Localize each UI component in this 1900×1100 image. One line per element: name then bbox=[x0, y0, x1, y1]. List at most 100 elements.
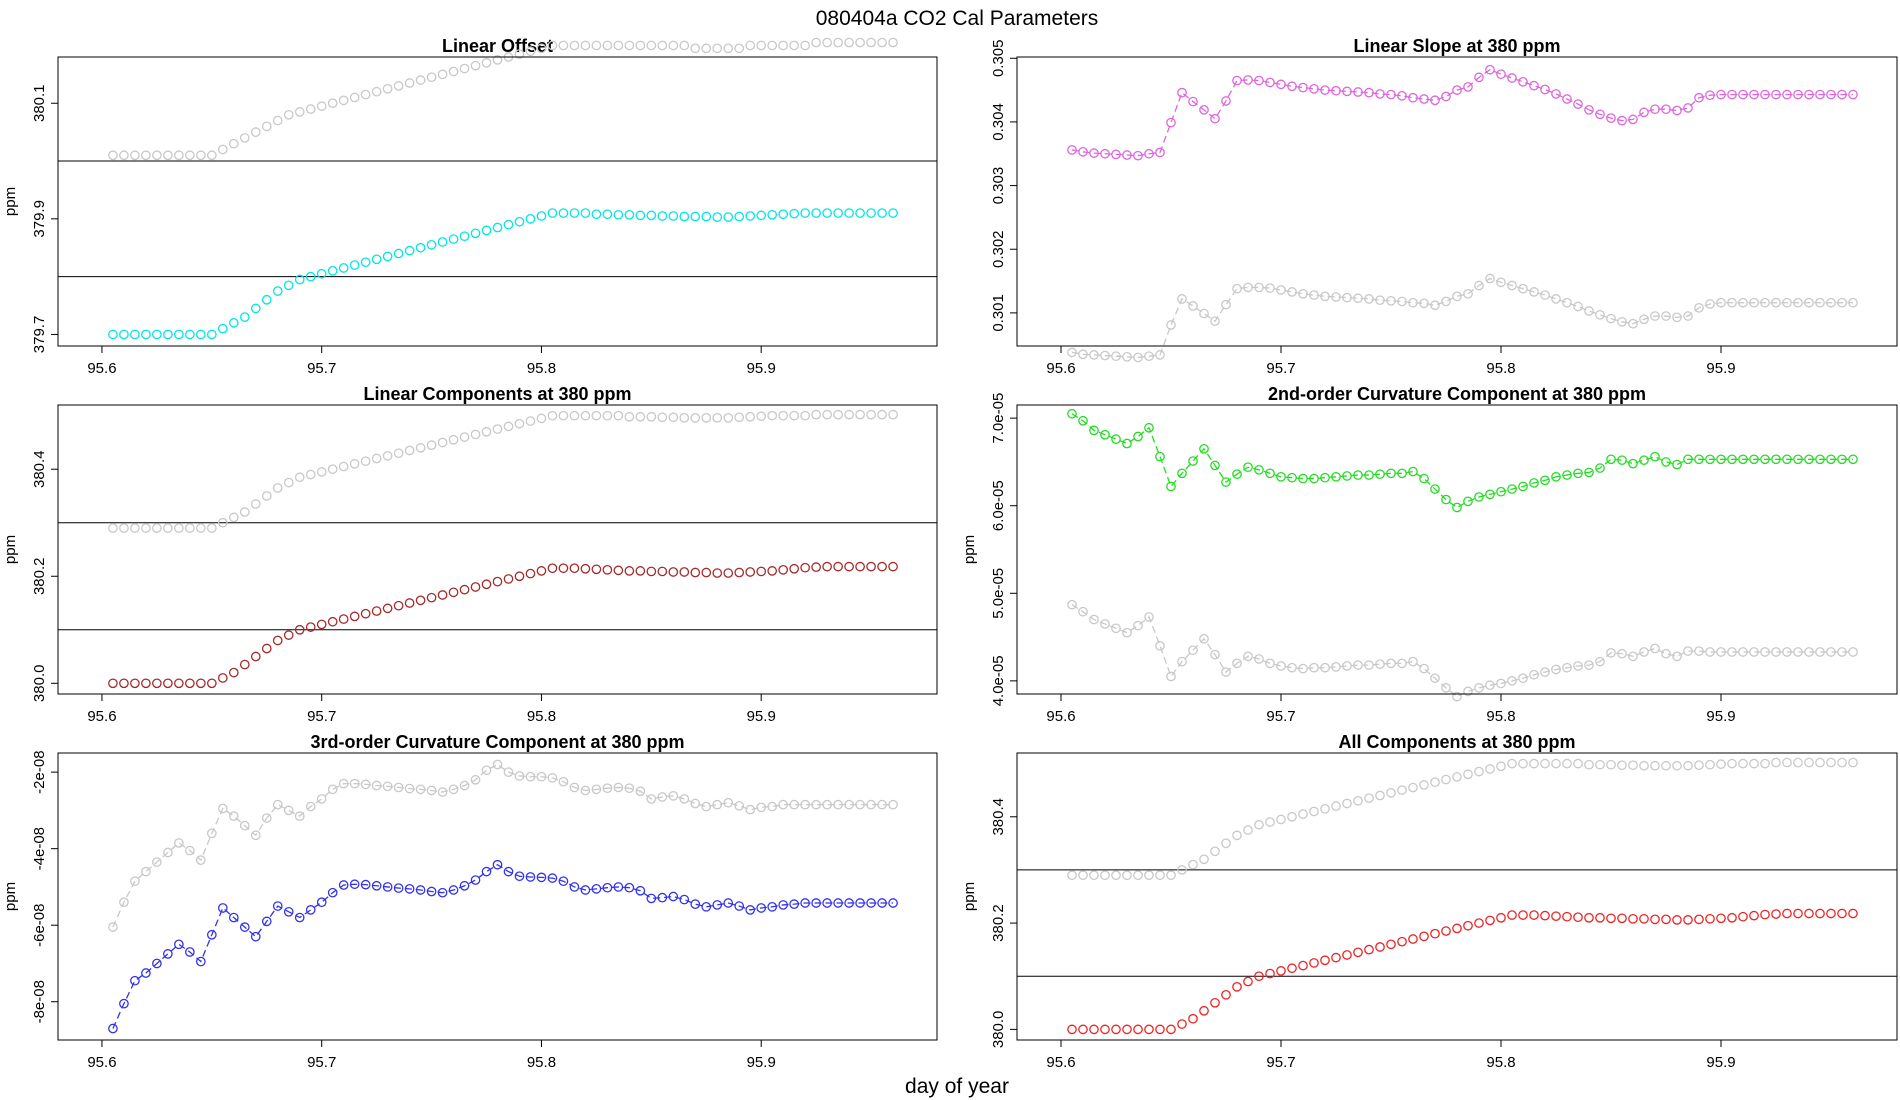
data-point bbox=[1672, 312, 1682, 323]
data-point bbox=[723, 412, 734, 423]
data-point bbox=[1155, 870, 1165, 881]
data-point bbox=[811, 409, 821, 420]
data-point bbox=[1188, 301, 1198, 311]
data-point bbox=[1309, 662, 1319, 673]
data-point bbox=[1562, 94, 1572, 104]
data-point bbox=[1177, 656, 1187, 667]
data-point bbox=[1386, 788, 1396, 798]
data-point bbox=[855, 561, 865, 572]
data-point bbox=[602, 410, 613, 421]
data-point bbox=[1342, 950, 1352, 960]
data-point bbox=[174, 939, 184, 950]
data-point bbox=[855, 409, 865, 420]
data-point bbox=[185, 150, 195, 161]
data-point bbox=[503, 219, 514, 230]
data-point bbox=[371, 453, 382, 464]
data-point bbox=[602, 882, 613, 893]
data-point bbox=[1529, 80, 1539, 91]
data-point bbox=[1287, 472, 1297, 483]
data-point bbox=[1287, 963, 1297, 974]
data-point bbox=[1518, 910, 1528, 920]
x-tick-label: 95.9 bbox=[1706, 360, 1735, 377]
data-point bbox=[712, 568, 723, 578]
data-point bbox=[1551, 758, 1561, 769]
data-point bbox=[613, 40, 624, 51]
data-point bbox=[1133, 150, 1143, 161]
data-point bbox=[1364, 660, 1374, 670]
data-point bbox=[1089, 350, 1099, 360]
data-point bbox=[1793, 647, 1803, 657]
data-point bbox=[404, 78, 415, 88]
data-point bbox=[217, 323, 228, 334]
data-point bbox=[459, 880, 470, 891]
data-point bbox=[163, 523, 173, 533]
data-point bbox=[1155, 350, 1165, 360]
data-point bbox=[1650, 451, 1660, 462]
data-point bbox=[448, 66, 459, 77]
data-point bbox=[1144, 148, 1154, 159]
data-point bbox=[448, 784, 459, 795]
data-point bbox=[1254, 282, 1264, 293]
data-point bbox=[1210, 649, 1220, 660]
data-point bbox=[1287, 811, 1297, 822]
data-point bbox=[349, 92, 360, 103]
data-point bbox=[1111, 351, 1121, 362]
data-point bbox=[119, 897, 129, 908]
data-point bbox=[261, 491, 272, 501]
data-point bbox=[1166, 481, 1176, 492]
data-point bbox=[1089, 148, 1099, 158]
data-point bbox=[195, 150, 206, 161]
data-point bbox=[492, 222, 503, 233]
chart-panel-4: 2nd-order Curvature Component at 380 ppm… bbox=[961, 384, 1898, 725]
data-point bbox=[701, 43, 712, 54]
data-point bbox=[1540, 290, 1550, 300]
data-point bbox=[163, 329, 173, 340]
data-point bbox=[119, 678, 129, 689]
data-point bbox=[558, 876, 569, 887]
data-point bbox=[1694, 454, 1704, 465]
data-point bbox=[1496, 678, 1506, 689]
data-point bbox=[734, 800, 745, 811]
data-point bbox=[1386, 939, 1396, 950]
data-point bbox=[174, 150, 184, 161]
data-point bbox=[1254, 819, 1264, 830]
data-point bbox=[1518, 283, 1528, 294]
data-point bbox=[195, 956, 206, 967]
data-point bbox=[360, 456, 371, 467]
data-point bbox=[1727, 297, 1737, 308]
data-point bbox=[1122, 351, 1132, 362]
data-point bbox=[1331, 801, 1341, 811]
data-point bbox=[657, 211, 668, 221]
panel-title: Linear Components at 380 ppm bbox=[363, 384, 631, 404]
data-point bbox=[1155, 1024, 1165, 1035]
data-point bbox=[844, 208, 854, 218]
data-point bbox=[327, 266, 338, 276]
x-tick-label: 95.6 bbox=[87, 708, 116, 725]
data-point bbox=[228, 912, 239, 923]
series-line bbox=[1071, 277, 1853, 359]
data-point bbox=[756, 40, 767, 51]
data-point bbox=[1100, 1024, 1110, 1035]
y-tick-label: 380.0 bbox=[990, 1011, 1007, 1049]
data-point bbox=[1177, 87, 1187, 98]
data-point bbox=[382, 781, 393, 792]
data-point bbox=[1276, 966, 1286, 976]
data-point bbox=[316, 467, 327, 477]
data-point bbox=[668, 211, 679, 221]
data-point bbox=[195, 523, 206, 533]
data-point bbox=[602, 783, 613, 794]
data-point bbox=[679, 567, 690, 577]
data-point bbox=[1364, 294, 1374, 304]
y-axis-label: ppm bbox=[2, 882, 19, 911]
data-point bbox=[261, 813, 272, 823]
data-point bbox=[1760, 758, 1770, 769]
data-point bbox=[723, 898, 734, 908]
data-point bbox=[1727, 647, 1737, 657]
series-reference bbox=[1067, 757, 1858, 881]
data-point bbox=[756, 210, 767, 221]
data-point bbox=[1353, 947, 1363, 958]
data-point bbox=[152, 150, 162, 161]
data-point bbox=[250, 303, 261, 314]
data-point bbox=[811, 799, 821, 810]
data-point bbox=[503, 866, 514, 877]
